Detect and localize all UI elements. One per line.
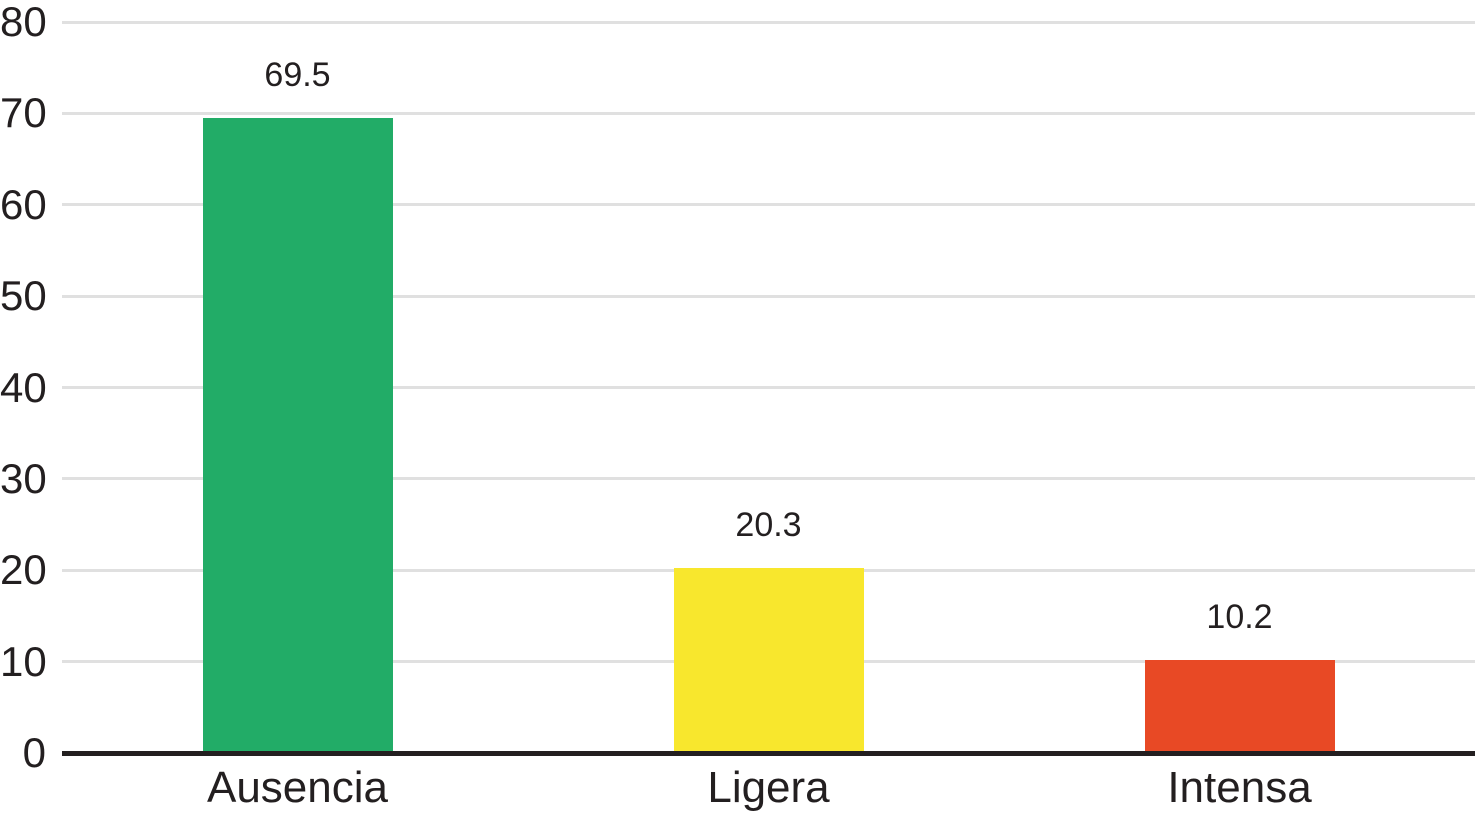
bar-ligera [673,567,864,753]
y-tick-label: 30 [0,454,47,502]
bar-value-label: 10.2 [1206,597,1273,636]
y-tick-label: 50 [0,272,47,320]
gridline [62,386,1475,389]
x-category-label-ausencia: Ausencia [206,763,388,812]
y-tick-label: 70 [0,89,47,137]
y-tick-label: 20 [0,546,47,594]
y-tick-label: 80 [0,0,47,45]
y-tick-label: 40 [0,363,47,411]
y-tick-label: 10 [0,637,47,685]
gridline [62,111,1475,115]
gridline [62,477,1475,481]
gridline [62,203,1475,207]
x-category-label-intensa: Intensa [1167,763,1312,812]
y-tick-label: 60 [0,180,47,228]
gridline [62,294,1475,298]
bar-ausencia [202,117,393,753]
y-tick-label: 0 [22,729,46,776]
bar-value-label: 69.5 [264,55,331,94]
bar-intensa [1144,659,1335,753]
x-axis-baseline [62,751,1475,756]
bar-value-label: 20.3 [735,505,802,544]
gridline [62,20,1475,24]
x-category-label-ligera: Ligera [707,763,830,812]
